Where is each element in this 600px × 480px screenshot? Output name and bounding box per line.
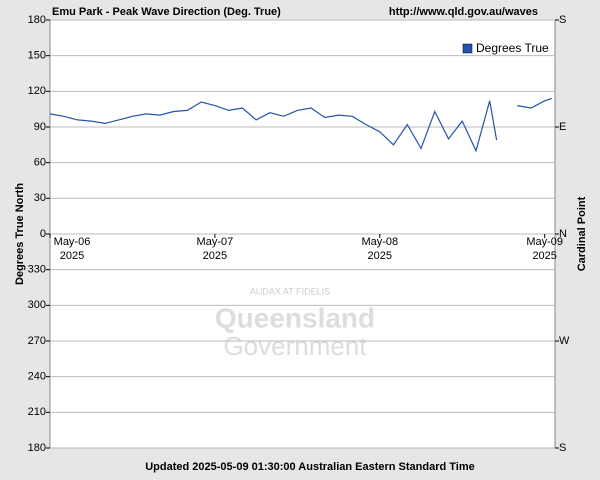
watermark: Government (223, 331, 367, 361)
y-tick-label: 330 (28, 264, 46, 276)
watermark-motto: AUDAX AT FIDELIS (250, 286, 330, 296)
y2-tick-label: W (559, 335, 570, 347)
y2-tick-label: S (559, 442, 566, 454)
x-tick-label: May-07 2025 (196, 236, 234, 262)
watermark: Queensland (215, 302, 375, 333)
chart-title: Emu Park - Peak Wave Direction (Deg. Tru… (52, 6, 281, 18)
y2-tick-label: S (559, 14, 566, 26)
y-tick-label: 30 (34, 192, 46, 204)
y-tick-label: 180 (28, 14, 46, 26)
legend-swatch (462, 43, 473, 54)
y2-tick-label: N (559, 228, 567, 240)
y2-tick-label: E (559, 121, 566, 133)
x-tick-label: May-09 2025 (526, 236, 564, 262)
footer: Updated 2025-05-09 01:30:00 Australian E… (145, 461, 475, 473)
source-url: http://www.qld.gov.au/waves (389, 6, 538, 18)
x-tick-label: May-08 2025 (361, 236, 399, 262)
y-tick-label: 240 (28, 371, 46, 383)
y-axis-label: Degrees True North (14, 183, 26, 285)
y-tick-label: 0 (40, 228, 46, 240)
y-tick-label: 300 (28, 299, 46, 311)
y-tick-label: 120 (28, 85, 46, 97)
y2-axis-label: Cardinal Point (576, 196, 588, 271)
y-tick-label: 180 (28, 442, 46, 454)
y-tick-label: 210 (28, 406, 46, 418)
x-tick-label: May-06 2025 (53, 236, 91, 262)
data-line (49, 97, 552, 153)
y-tick-label: 270 (28, 335, 46, 347)
legend-label: Degrees True (476, 41, 549, 55)
y-tick-label: 150 (28, 50, 46, 62)
y-tick-label: 60 (34, 157, 46, 169)
y-tick-label: 90 (34, 121, 46, 133)
